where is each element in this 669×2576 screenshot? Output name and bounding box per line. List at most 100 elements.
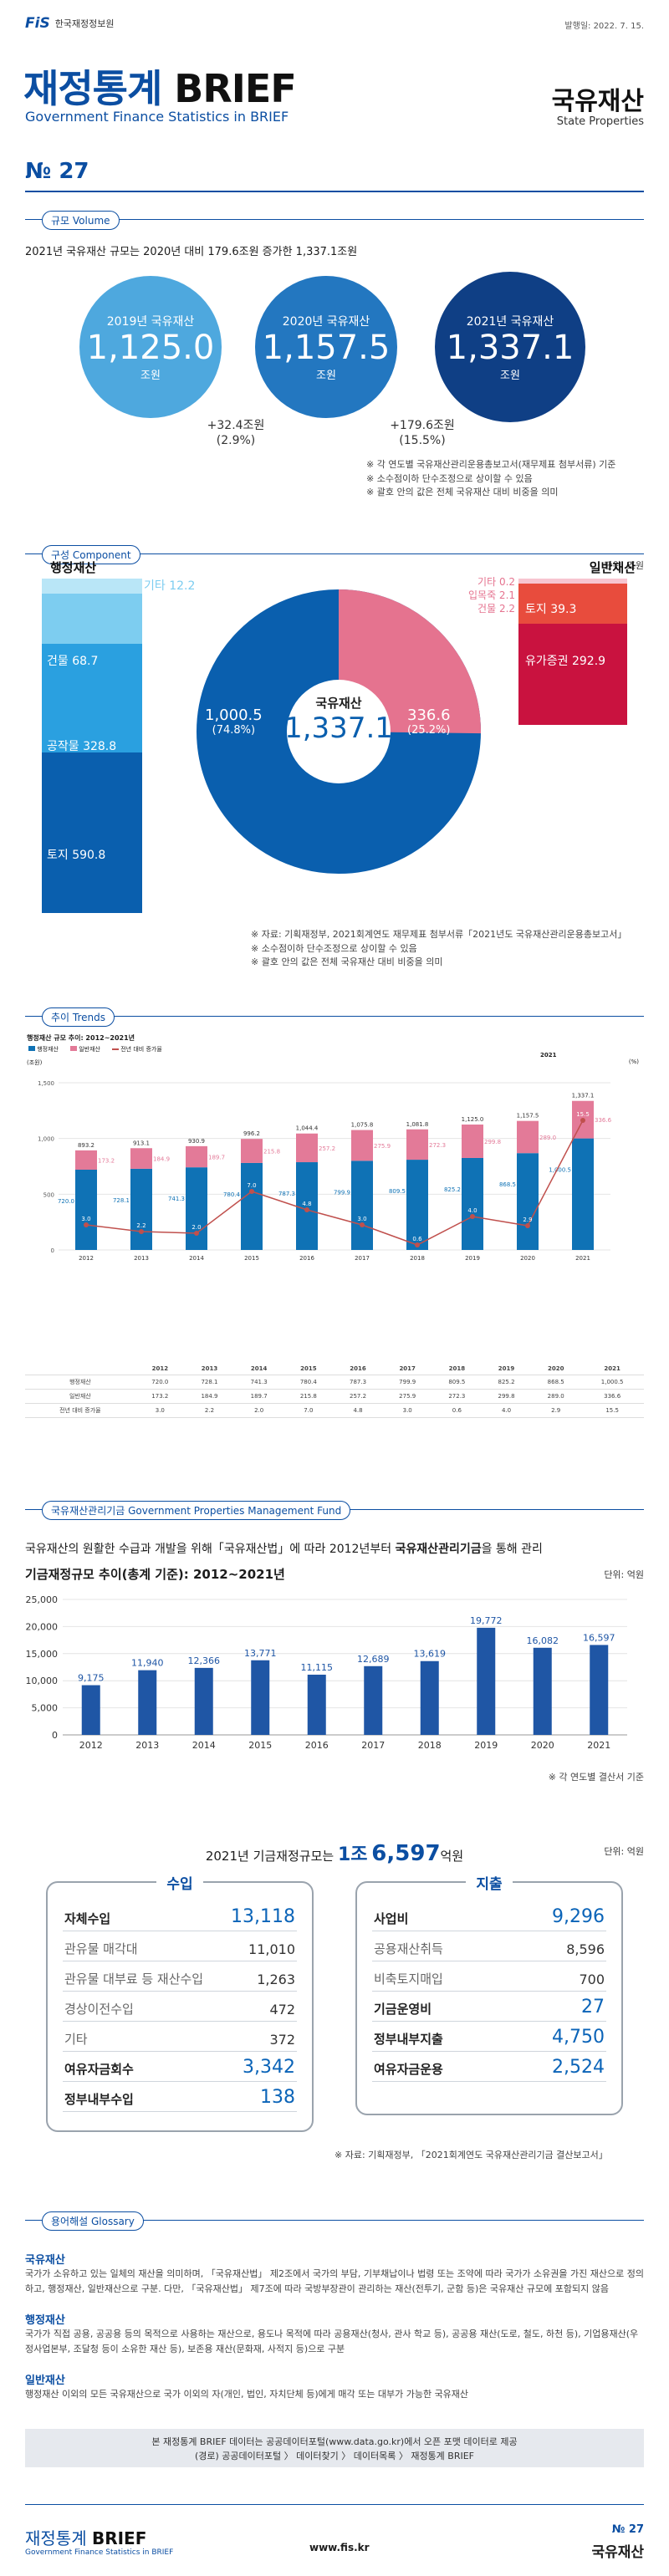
trend-table-cell: 0.6 xyxy=(432,1403,482,1418)
glossary-term: 국유재산 xyxy=(25,2254,65,2267)
trend-table-cell: 전년 대비 증가율 xyxy=(25,1403,135,1418)
fund-intro-tail: 을 통해 관리 xyxy=(481,1543,543,1556)
donut-right-value: 336.6 xyxy=(407,706,451,724)
budget-row-label: 비축토지매입 xyxy=(374,1972,443,1987)
trend-table-cell: 2020 xyxy=(531,1363,581,1375)
delta-pct: (2.9%) xyxy=(216,434,256,448)
fund-intro-strong: 국유재산관리기금 xyxy=(395,1543,482,1556)
trend-table-cell: 3.0 xyxy=(382,1403,432,1418)
fund-bar-label: 19,772 xyxy=(470,1615,503,1626)
budget-row-label: 기금운영비 xyxy=(374,2002,432,2017)
trend-table-cell: 868.5 xyxy=(531,1375,581,1390)
trend-ytick: 1,500 xyxy=(38,1080,54,1087)
budget-lead: 2021년 기금재정규모는 1조 6,597억원 xyxy=(0,1839,669,1866)
fund-bar-chart: 25,000 20,000 15,000 10,000 5,000 0 9,175 2012 1… xyxy=(26,1594,627,1751)
budget-lead-unit: 억원 xyxy=(440,1849,464,1864)
trend-bar-admin xyxy=(406,1160,428,1250)
trends-chart: 0 500 1,000 1,500 893.2 720.0 173.2 2012 913.1 72… xyxy=(38,1080,612,1262)
fund-bar-label: 16,082 xyxy=(527,1635,559,1646)
footer-divider xyxy=(25,2504,644,2505)
budget-row-label: 경상이전수입 xyxy=(64,2002,134,2017)
budget-row-label: 관유물 매각대 xyxy=(64,1941,138,1956)
budget-row: 사업비 9,296 xyxy=(372,1901,606,1931)
income-box: 수입 자체수입 13,118 관유물 매각대 11,010 관유물 대부료 등 재산수입… xyxy=(46,1876,314,2132)
volume-notes: ※ 각 연도별 국유재산관리운용총보고서(재무제표 첨부서류) 기준 ※ 소수점… xyxy=(366,458,615,500)
section-trends: 추이 Trends xyxy=(42,1007,115,1027)
fund-chart-heading: 기금재정규모 추이(총계 기준): 2012~2021년 xyxy=(25,1567,285,1582)
trend-table-cell: 189.7 xyxy=(234,1389,284,1404)
donut-center-label: 국유재산 xyxy=(315,696,362,711)
circle-year: 2021년 국유재산 xyxy=(466,314,554,329)
fund-bar xyxy=(81,1685,100,1735)
category-kr: 국유재산 xyxy=(551,87,644,116)
trend-table-cell xyxy=(25,1363,135,1375)
general-seg-securities xyxy=(518,624,627,725)
trend-ytick: 500 xyxy=(43,1191,54,1198)
trend-total-label: 996.2 xyxy=(243,1130,260,1137)
general-small-timber: 입목죽 2.1 xyxy=(468,589,516,602)
trend-xtick: 2020 xyxy=(520,1255,535,1262)
trends-table: 2012 2013 2014 2015 2016 2017 2018 2019 2020 2021… xyxy=(25,1363,644,1418)
fund-intro-text: 국유재산의 원활한 수급과 개발을 위해「국유재산법」에 따라 2012년부터 xyxy=(25,1543,392,1556)
budget-row-value: 138 xyxy=(260,2087,295,2108)
trends-2021-note: 2021 xyxy=(540,1052,557,1058)
trend-admin-label: 1,000.5 xyxy=(549,1167,571,1174)
fund-bar-label: 16,597 xyxy=(583,1632,615,1643)
trend-table-cell: 2.0 xyxy=(234,1403,284,1418)
trend-table-cell: 2014 xyxy=(234,1363,284,1375)
budget-row: 정부내부수입 138 xyxy=(63,2082,297,2112)
trend-table-cell: 289.0 xyxy=(531,1389,581,1404)
budget-row: 여유자금회수 3,342 xyxy=(63,2052,297,2082)
trend-table-cell: 825.2 xyxy=(481,1375,532,1390)
trend-general-label: 275.9 xyxy=(374,1143,391,1150)
section-fund: 국유재산관리기금 Government Properties Managemen… xyxy=(42,1501,351,1520)
trend-xtick: 2015 xyxy=(244,1255,259,1262)
glossary-def: 국가가 소유하고 있는 일체의 재산을 의미하며, 「국유재산법」 제2조에서 … xyxy=(25,2268,644,2294)
circle-year: 2019년 국유재산 xyxy=(106,314,195,329)
budget-lead-text: 2021년 기금재정규모는 xyxy=(205,1849,334,1864)
trend-table-cell: 행정재산 xyxy=(25,1375,135,1390)
fund-bar xyxy=(420,1660,439,1735)
admin-seg-other xyxy=(42,579,142,594)
glossary-def: 국가가 직접 공용, 공공용 등의 목적으로 사용하는 재산으로, 용도나 목적… xyxy=(25,2329,639,2354)
trend-general-label: 272.3 xyxy=(429,1142,446,1149)
fund-ytick: 25,000 xyxy=(26,1594,59,1605)
admin-seg-building xyxy=(42,594,142,644)
glossary-term: 행정재산 xyxy=(25,2314,65,2328)
trend-general-label: 173.2 xyxy=(98,1157,115,1164)
section-line-component xyxy=(25,553,644,554)
footer-url[interactable]: www.fis.kr xyxy=(309,2542,370,2553)
section-glossary: 용어해설 Glossary xyxy=(42,2211,144,2231)
trend-table-cell: 15.5 xyxy=(580,1403,644,1418)
trend-table-cell: 2.2 xyxy=(184,1403,235,1418)
fund-ytick: 15,000 xyxy=(26,1649,59,1660)
budget-row: 자체수입 13,118 xyxy=(63,1901,297,1931)
trends-chart-title: 행정재산 규모 추이: 2012~2021년 xyxy=(27,1034,135,1042)
trend-table-cell: 1,000.5 xyxy=(580,1375,644,1390)
delta-pct: (15.5%) xyxy=(399,434,446,448)
trend-growth-point xyxy=(525,1223,530,1228)
section-component: 구성 Component xyxy=(42,545,140,564)
trend-bar-general xyxy=(406,1129,428,1160)
trend-table-cell: 272.3 xyxy=(432,1389,482,1404)
trend-table-cell: 184.9 xyxy=(184,1389,235,1404)
note-line: ※ 소수점이하 단수조정으로 상이할 수 있음 xyxy=(251,942,417,954)
trend-growth-point xyxy=(580,1118,585,1123)
trend-table-cell: 257.2 xyxy=(333,1389,383,1404)
trend-admin-label: 825.2 xyxy=(444,1186,461,1193)
trend-admin-label: 868.5 xyxy=(499,1181,516,1188)
circle-value: 1,337.1 xyxy=(446,328,575,367)
trends-right-unit: (%) xyxy=(628,1058,639,1065)
issue-number: № 27 xyxy=(25,159,89,184)
trend-growth-point xyxy=(304,1207,309,1212)
legend-growth: 전년 대비 증가율 xyxy=(112,1045,162,1053)
component-unit: 단위: 조원 xyxy=(604,560,644,571)
fund-note: ※ 각 연도별 결산서 기준 xyxy=(548,1772,644,1783)
general-seg-land xyxy=(518,584,627,624)
trend-growth-label: 4.0 xyxy=(467,1207,477,1214)
trend-table-cell: 2.9 xyxy=(531,1403,581,1418)
section-line-trends xyxy=(25,1016,644,1017)
trend-ytick: 1,000 xyxy=(38,1136,54,1143)
fund-bar xyxy=(138,1670,157,1735)
budget-row-label: 기타 xyxy=(64,2032,88,2047)
